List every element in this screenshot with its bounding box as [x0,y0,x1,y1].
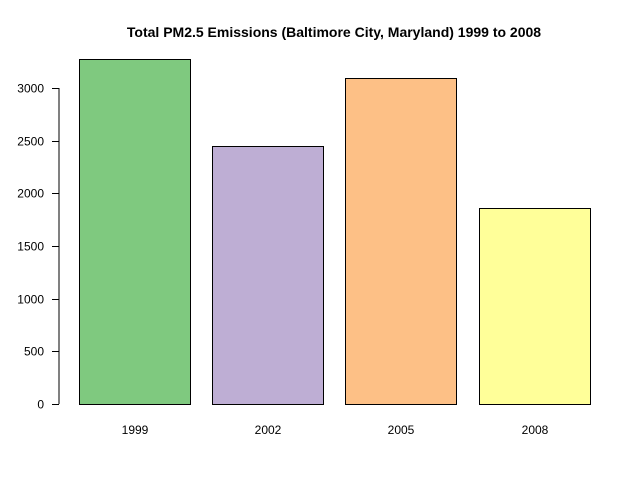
x-tick-label: 2002 [255,423,282,437]
bar-1999 [79,59,191,405]
bar-2002 [212,146,324,405]
x-axis-labels: 1999 2002 2005 2008 [122,423,549,437]
bars [79,59,591,405]
bar-2005 [345,78,457,405]
y-tick-label: 500 [24,345,44,359]
x-tick-label: 1999 [122,423,149,437]
y-tick-label: 0 [37,398,44,412]
x-tick-label: 2008 [522,423,549,437]
y-tick-label: 1000 [17,293,44,307]
y-tick-label: 2500 [17,135,44,149]
y-axis-ticks: 0 500 1000 1500 2000 2500 3000 [17,82,59,412]
bar-2008 [479,208,591,405]
y-tick-label: 1500 [17,240,44,254]
chart-title: Total PM2.5 Emissions (Baltimore City, M… [127,24,541,40]
x-tick-label: 2005 [388,423,415,437]
y-tick-label: 2000 [17,187,44,201]
y-tick-label: 3000 [17,82,44,96]
